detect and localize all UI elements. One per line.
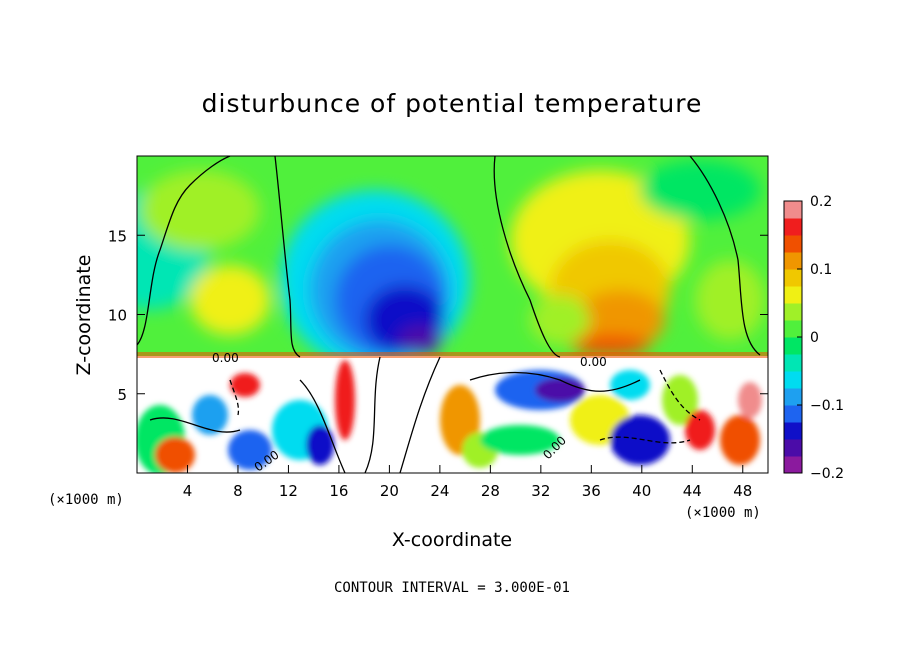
colorbar-tick-label: 0.2 (810, 194, 832, 210)
colorbar-swatch (784, 320, 802, 338)
y-unit-label: (×1000 m) (685, 505, 761, 521)
colorbar-tick-label: 0 (810, 330, 819, 346)
x-tick-label: 32 (531, 482, 550, 500)
x-tick-label: 16 (329, 482, 348, 500)
colorbar-swatch (784, 286, 802, 304)
contour-label: 0.00 (212, 351, 239, 365)
colorbar-swatch (784, 303, 802, 321)
contour-lines (137, 156, 761, 473)
colorbar-swatch (784, 201, 802, 219)
colorbar-tick-label: 0.1 (810, 262, 832, 278)
y-tick-label: 5 (117, 386, 127, 404)
colorbar-swatch (784, 405, 802, 423)
colorbar-swatch (784, 252, 802, 270)
chart-title: disturbunce of potential temperature (202, 89, 703, 118)
x-tick-label: 20 (380, 482, 399, 500)
x-tick-label: 40 (632, 482, 651, 500)
x-tick-label: 44 (683, 482, 702, 500)
colorbar: 0.2 0.1 0 −0.1 −0.2 (783, 194, 844, 482)
y-axis: 5 10 15 (108, 227, 768, 404)
contour-label: 0.00 (580, 355, 607, 369)
colorbar-swatch (784, 371, 802, 389)
y-tick-label: 15 (108, 227, 127, 245)
colorbar-swatch (784, 218, 802, 236)
lower-field (137, 360, 762, 473)
colorbar-swatch (784, 439, 802, 457)
x-axis-label: X-coordinate (392, 529, 512, 551)
interface-band (137, 352, 768, 358)
x-tick-label: 12 (279, 482, 298, 500)
colorbar-swatch (784, 388, 802, 406)
colorbar-swatch (784, 456, 802, 474)
colorbar-swatch (784, 354, 802, 372)
x-tick-label: 8 (233, 482, 243, 500)
x-unit-label: (×1000 m) (48, 492, 124, 508)
colorbar-swatch (784, 422, 802, 440)
x-tick-label: 48 (733, 482, 752, 500)
plot-area: 0.00 0.00 0.00 0.00 (137, 156, 768, 473)
colorbar-swatch (784, 235, 802, 253)
colorbar-tick-label: −0.1 (810, 398, 844, 414)
x-tick-label: 36 (582, 482, 601, 500)
x-tick-label: 4 (183, 482, 193, 500)
colorbar-swatch (784, 269, 802, 287)
x-tick-label: 28 (481, 482, 500, 500)
y-tick-label: 10 (108, 307, 127, 325)
colorbar-swatch (784, 337, 802, 355)
upper-field (137, 160, 765, 370)
x-tick-label: 24 (430, 482, 449, 500)
x-axis: 4 8 12 16 20 24 28 32 36 40 44 48 (183, 465, 752, 500)
contour-interval-note: CONTOUR INTERVAL = 3.000E-01 (334, 580, 570, 596)
y-axis-label: Z-coordinate (73, 255, 95, 376)
colorbar-tick-label: −0.2 (810, 466, 844, 482)
